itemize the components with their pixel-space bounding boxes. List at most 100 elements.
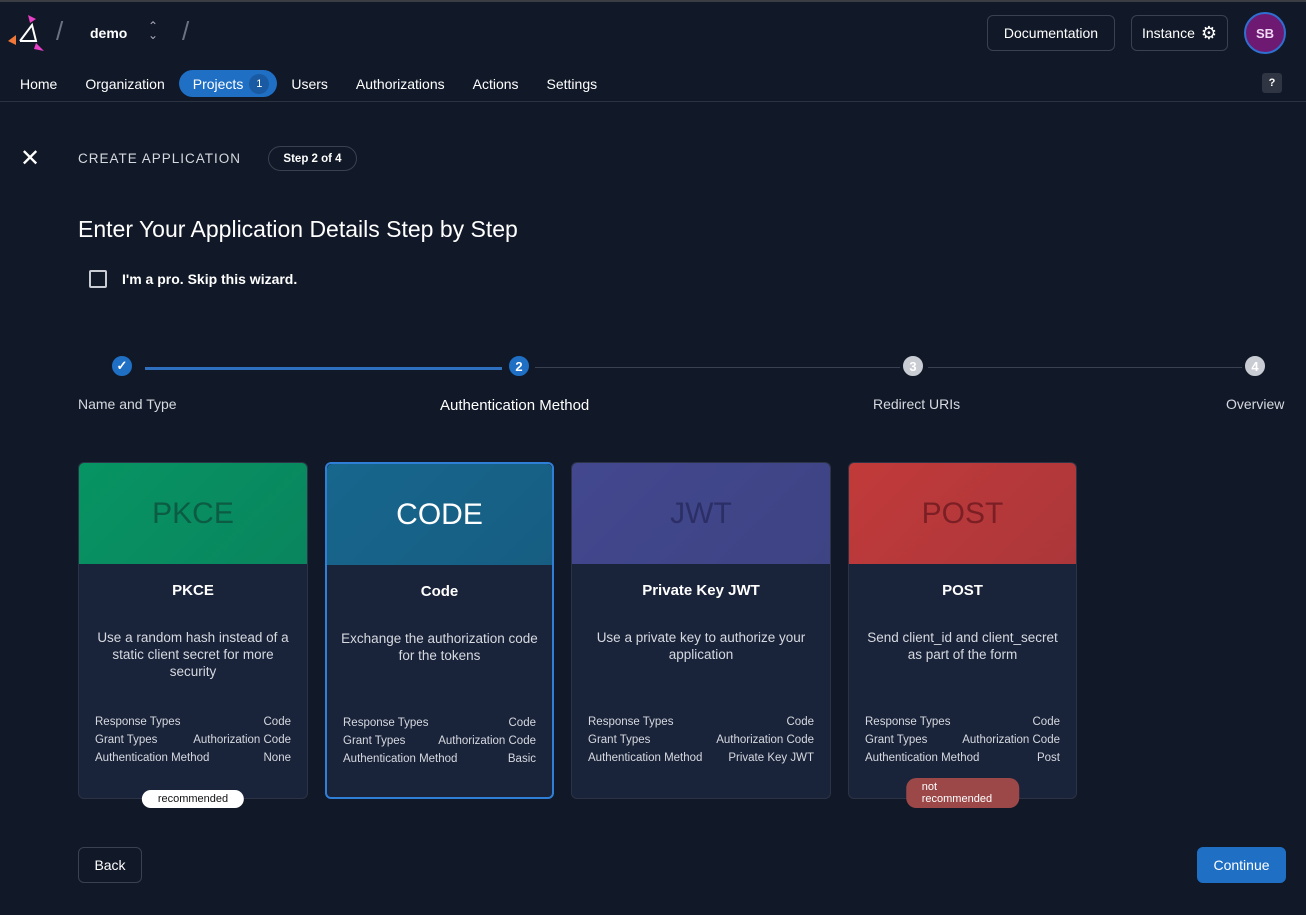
prop-label: Authentication Method <box>343 753 458 765</box>
nav-actions[interactable]: Actions <box>459 70 533 97</box>
step-label: Name and Type <box>78 396 177 412</box>
card-properties: Response Types Code Grant Types Authorizati… <box>588 713 814 767</box>
nav-authorizations[interactable]: Authorizations <box>342 70 459 97</box>
prop-value: Code <box>508 717 537 729</box>
prop-value: Authorization Code <box>716 734 814 746</box>
separator: / <box>56 16 64 46</box>
card-banner: PKCE <box>79 463 307 564</box>
prop-label: Authentication Method <box>588 752 703 764</box>
prop-value: Authorization Code <box>438 735 536 747</box>
prop-row: Response Types Code <box>95 713 291 731</box>
step-badge: Step 2 of 4 <box>268 146 357 171</box>
nav-projects[interactable]: Projects 1 <box>178 70 278 97</box>
prop-value: Basic <box>507 753 536 765</box>
step-label: Redirect URIs <box>873 396 961 412</box>
nav-label: Home <box>20 75 58 92</box>
prop-value: Code <box>786 716 815 728</box>
prop-label: Response Types <box>343 717 429 729</box>
prop-row: Authentication Method Private Key JWT <box>588 749 814 767</box>
step-4-indicator: 4 <box>1242 353 1268 379</box>
back-label: Back <box>94 857 126 873</box>
prop-row: Grant Types Authorization Code <box>588 731 814 749</box>
card-properties: Response Types Code Grant Types Authorizati… <box>95 713 291 767</box>
step-label: Overview <box>1226 396 1285 412</box>
card-banner: POST <box>849 463 1076 564</box>
card-description: Send client_id and client_secret as part… <box>867 630 1058 662</box>
step-label: Authentication Method <box>440 397 590 414</box>
documentation-label: Documentation <box>1003 25 1099 41</box>
card-properties: Response Types Code Grant Types Authorizati… <box>343 714 536 768</box>
auth-method-card-pkce[interactable]: PKCE PKCE Use a random hash instead of a… <box>78 462 308 808</box>
prop-label: Authentication Method <box>865 752 980 764</box>
prop-value: Private Key JWT <box>728 752 814 764</box>
main-nav: Home Organization Projects 1 Users Author… <box>6 70 611 97</box>
page-title: Enter Your Application Details Step by S… <box>78 216 518 242</box>
gear-icon: ⚙ <box>1200 22 1218 43</box>
instance-button[interactable]: Instance ⚙ <box>1131 15 1228 51</box>
nav-label: Users <box>291 75 328 92</box>
prop-row: Grant Types Authorization Code <box>865 731 1060 749</box>
instance-label: Instance <box>1141 25 1195 41</box>
card-banner: CODE <box>327 464 552 565</box>
card-properties: Response Types Code Grant Types Authorizati… <box>865 713 1060 767</box>
back-button[interactable]: Back <box>78 847 142 883</box>
recommended-badge: recommended <box>141 790 245 808</box>
separator: / <box>182 16 190 46</box>
prop-label: Grant Types <box>343 735 406 747</box>
org-name[interactable]: demo <box>90 25 128 41</box>
nav-users[interactable]: Users <box>277 70 342 97</box>
prop-row: Grant Types Authorization Code <box>95 731 291 749</box>
count-badge: 1 <box>249 73 270 94</box>
documentation-button[interactable]: Documentation <box>987 15 1115 51</box>
card-title: Private Key JWT <box>642 582 760 599</box>
step-1-check-icon: ✓ <box>109 353 135 379</box>
prop-row: Response Types Code <box>343 714 536 732</box>
prop-row: Authentication Method None <box>95 749 291 767</box>
not-recommended-badge: not recommended <box>905 778 1020 808</box>
prop-value: Authorization Code <box>962 734 1060 746</box>
step-2-indicator: 2 <box>506 353 532 379</box>
card-description: Use a private key to authorize your appl… <box>596 630 806 662</box>
logo-icon <box>8 15 44 51</box>
stepper-line-done <box>145 367 502 370</box>
skip-wizard-checkbox[interactable] <box>89 270 107 288</box>
nav-organization[interactable]: Organization <box>71 70 178 97</box>
prop-label: Response Types <box>95 716 181 728</box>
prop-label: Grant Types <box>588 734 651 746</box>
auth-method-card-code[interactable]: CODE Code Exchange the authorization cod… <box>325 462 554 799</box>
avatar[interactable]: SB <box>1244 12 1286 54</box>
nav-home[interactable]: Home <box>6 70 71 97</box>
nav-label: Settings <box>546 75 598 92</box>
nav-settings[interactable]: Settings <box>533 70 612 97</box>
chevron-up-down-icon[interactable]: ⌃ ⌄ <box>148 19 159 42</box>
nav-label: Organization <box>85 75 165 92</box>
prop-label: Grant Types <box>865 734 928 746</box>
nav-label: Authorizations <box>355 75 445 92</box>
prop-row: Response Types Code <box>865 713 1060 731</box>
card-title: PKCE <box>172 582 214 599</box>
prop-value: Authorization Code <box>193 734 291 746</box>
continue-label: Continue <box>1213 857 1270 873</box>
card-title: Code <box>420 583 459 600</box>
window-top-border <box>0 0 1306 2</box>
auth-method-card-private-key-jwt[interactable]: JWT Private Key JWT Use a private key to… <box>571 462 831 799</box>
card-description: Exchange the authorization code for the … <box>341 631 538 663</box>
prop-label: Response Types <box>865 716 951 728</box>
stepper-line <box>928 367 1244 368</box>
nav-label: Actions <box>472 75 519 92</box>
close-icon[interactable]: ✕ <box>20 145 41 172</box>
wizard-title: CREATE APPLICATION <box>78 151 242 166</box>
prop-row: Grant Types Authorization Code <box>343 732 536 750</box>
prop-row: Authentication Method Basic <box>343 750 536 768</box>
help-button[interactable]: ? <box>1262 73 1282 93</box>
auth-method-card-post[interactable]: POST POST Send client_id and client_secr… <box>848 462 1077 808</box>
prop-row: Response Types Code <box>588 713 814 731</box>
continue-button[interactable]: Continue <box>1197 847 1286 883</box>
prop-value: Code <box>1032 716 1061 728</box>
nav-divider <box>0 101 1306 102</box>
card-banner: JWT <box>572 463 830 564</box>
prop-value: Code <box>263 716 292 728</box>
nav-label: Projects <box>192 75 244 92</box>
skip-wizard-label[interactable]: I'm a pro. Skip this wizard. <box>122 271 298 287</box>
prop-value: Post <box>1036 752 1060 764</box>
